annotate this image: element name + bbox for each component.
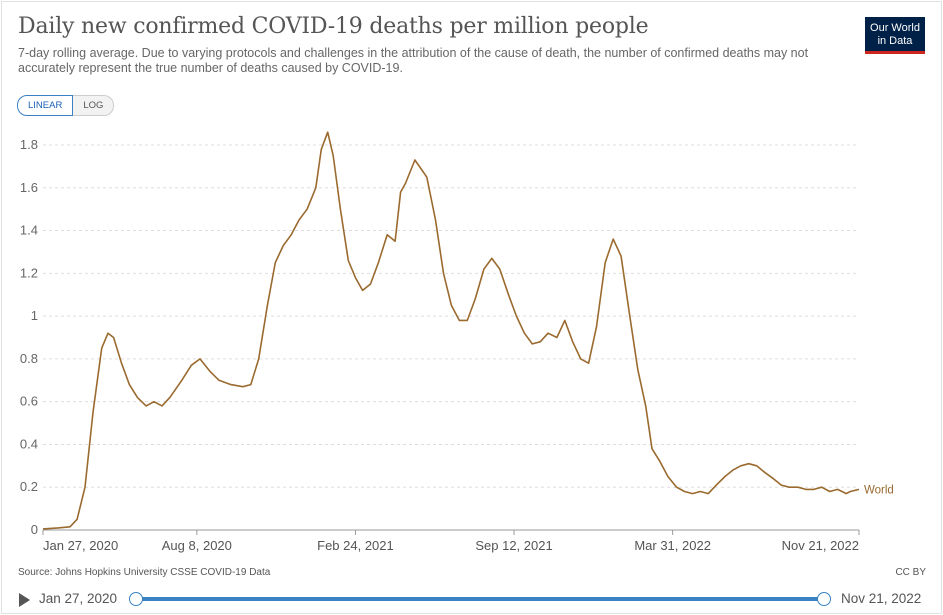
timeline: Jan 27, 2020 Nov 21, 2022 [0, 588, 943, 614]
play-icon[interactable] [19, 593, 30, 607]
series-label-world: World [864, 484, 894, 496]
series-layer: World [42, 131, 894, 530]
line-chart: 0 0.2 0.4 0.6 0.8 1 1.2 1.4 1.6 1.8 Jan 27, 2020 A… [20, 131, 894, 553]
y-tick-label: 0.2 [20, 479, 38, 494]
y-axis: 0 0.2 0.4 0.6 0.8 1 1.2 1.4 1.6 1.8 [20, 137, 38, 537]
series-line-world[interactable] [42, 131, 860, 530]
logo-line-2: in Data [877, 35, 913, 47]
y-tick-label: 1.2 [20, 265, 38, 280]
logo-accent-bar [865, 51, 925, 54]
x-tick-label: Feb 24, 2021 [317, 538, 394, 553]
x-tick-label: Nov 21, 2022 [782, 538, 859, 553]
x-tick-label: Mar 31, 2022 [634, 538, 711, 553]
log-scale-button[interactable]: LOG [73, 95, 115, 116]
linear-scale-button[interactable]: LINEAR [17, 95, 74, 116]
y-tick-label: 0 [31, 522, 38, 537]
y-tick-label: 0.6 [20, 394, 38, 409]
y-tick-label: 0.8 [20, 351, 38, 366]
chart-subtitle: 7-day rolling average. Due to varying pr… [18, 46, 809, 75]
y-tick-label: 1.8 [20, 137, 38, 152]
x-tick-label: Sep 12, 2021 [475, 538, 552, 553]
x-tick-label: Jan 27, 2020 [43, 538, 118, 553]
timeline-start-label: Jan 27, 2020 [39, 591, 118, 606]
license-link[interactable]: CC BY [895, 567, 926, 578]
logo-line-1: Our World [870, 22, 920, 34]
y-tick-label: 0.4 [20, 436, 38, 451]
gridlines [43, 144, 859, 531]
x-tick-label: Aug 8, 2020 [162, 538, 232, 553]
chart-title: Daily new confirmed COVID-19 deaths per … [18, 14, 649, 39]
y-tick-label: 1.4 [20, 223, 38, 238]
timeline-end-label: Nov 21, 2022 [841, 591, 922, 606]
timeline-track[interactable] [136, 597, 825, 601]
timeline-end-handle[interactable] [817, 592, 831, 606]
y-tick-label: 1 [31, 308, 38, 323]
source-note: Source: Johns Hopkins University CSSE CO… [18, 567, 271, 578]
timeline-start-handle[interactable] [129, 592, 143, 606]
y-tick-label: 1.6 [20, 180, 38, 195]
x-axis: Jan 27, 2020 Aug 8, 2020 Feb 24, 2021 Sep 1… [42, 529, 860, 553]
scale-toggle: LINEAR LOG [17, 95, 115, 116]
owid-logo[interactable]: Our World in Data [865, 17, 925, 54]
